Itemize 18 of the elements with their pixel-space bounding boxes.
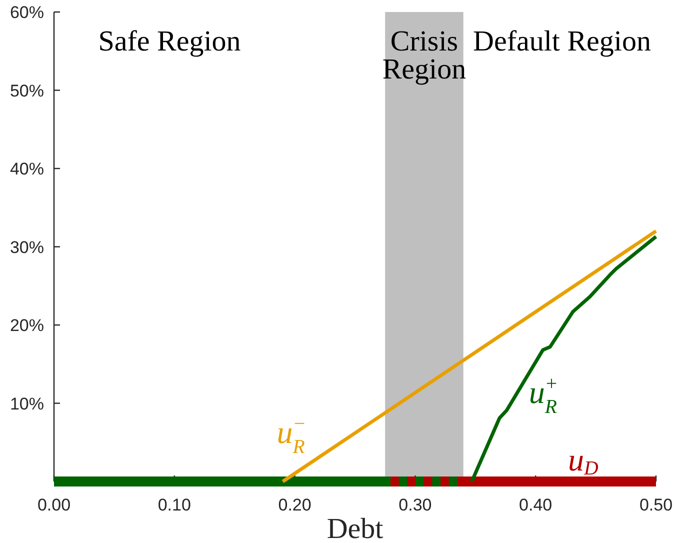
y-tick-label: 50% xyxy=(10,81,44,100)
annotation: Safe Region xyxy=(98,26,242,58)
band-label: Crisis Region xyxy=(382,26,467,86)
line-series xyxy=(470,234,658,484)
y-tick-label: 30% xyxy=(10,238,44,257)
y-tick-label: 20% xyxy=(10,316,44,335)
series-label: u$_{D}$ xyxy=(568,442,599,480)
annotation: Default Region xyxy=(473,26,652,58)
x-tick-label: 0.10 xyxy=(158,496,191,514)
x-tick-label: 0.50 xyxy=(639,496,673,514)
x-tick-label: 0.20 xyxy=(278,496,312,514)
y-tick-label: 10% xyxy=(10,394,44,414)
x-tick-label: 0.00 xyxy=(37,496,71,514)
y-tick-label: 60% xyxy=(10,3,44,22)
y-tick-label: 40% xyxy=(10,160,44,178)
x-axis-title: Debt xyxy=(326,513,384,543)
x-tick-label: 0.40 xyxy=(519,496,552,514)
x-tick-label: 0.30 xyxy=(398,496,432,514)
